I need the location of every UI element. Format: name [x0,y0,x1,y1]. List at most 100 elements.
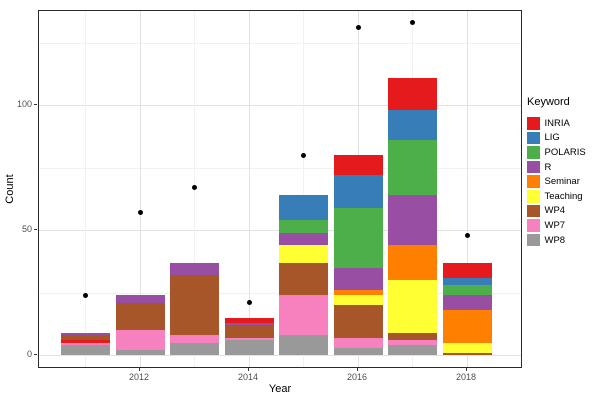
bar-2013-segment-WP4 [170,275,219,335]
data-point-2011 [83,292,88,298]
bar-2016-segment-INRIA [333,155,383,175]
bar-2018-segment-LIG [442,277,492,285]
y-axis-tick-label-50: 50 [21,224,32,234]
gridline-x-2015 [303,11,304,367]
bar-2016-segment-WP7 [333,337,383,348]
y-axis-tick-label-0: 0 [26,349,32,359]
legend-key-swatch-Teaching [527,190,540,203]
legend-item-Teaching: Teaching [527,189,599,204]
bar-2012-segment-WP7 [115,330,165,350]
legend-label-LIG: LIG [544,132,560,144]
legend-label-WP8: WP8 [544,234,566,246]
legend-item-WP7: WP7 [527,218,599,233]
bar-2018-segment-Teaching [442,342,492,353]
x-axis-tick-2016 [357,368,358,371]
x-axis-tick-label-2018: 2018 [455,372,477,382]
x-axis-tick-label-2012: 2012 [128,372,150,382]
bar-2017-segment-WP7 [388,340,437,345]
bar-2017-segment-Teaching [388,280,437,333]
legend-label-WP4: WP4 [544,205,566,217]
bar-2018-segment-WP4 [442,352,492,355]
data-point-2014 [246,300,252,305]
bar-2015-segment-WP7 [279,295,328,335]
legend-item-Seminar: Seminar [527,174,599,189]
bar-2012-segment-WP4 [115,302,165,330]
bar-2016-segment-WP4 [333,305,383,338]
bar-2015-segment-POLARIS [279,220,328,233]
legend-label-Seminar: Seminar [544,176,580,188]
bar-2017-segment-INRIA [388,77,437,110]
y-axis-tick-50 [34,229,37,230]
bar-2017-segment-POLARIS [388,140,437,195]
legend-title: Keyword [527,96,570,108]
data-point-2018 [464,232,470,238]
bar-2015-segment-WP8 [279,335,328,355]
bar-2017-segment-R [388,195,437,245]
bar-2011-segment-R [61,332,110,335]
data-point-2013 [192,185,197,190]
bar-2018-segment-R [442,295,492,310]
bar-2018-segment-POLARIS [442,285,492,295]
legend-label-INRIA: INRIA [544,117,570,129]
bar-2016-segment-LIG [333,175,383,208]
legend-label-POLARIS: POLARIS [544,146,586,158]
legend-item-POLARIS: POLARIS [527,145,599,160]
bar-2013-segment-WP7 [170,335,219,343]
bar-2014-segment-WP8 [224,340,274,355]
legend-key-swatch-POLARIS [527,146,540,159]
bar-2011-segment-WP8 [61,345,110,355]
legend-item-R: R [527,160,599,175]
gridline-x-2014 [248,11,250,367]
x-axis-tick-2018 [466,368,467,371]
bar-2012-segment-R [115,295,165,303]
y-axis-title: Count [4,174,16,204]
data-point-2015 [301,152,306,158]
data-point-2017 [410,20,415,25]
bar-2011-segment-INRIA [61,340,110,343]
gridline-x-2012 [139,11,141,367]
bar-2013-segment-R [170,262,219,275]
y-axis-tick-0 [34,354,37,355]
data-point-2016 [355,25,361,30]
gridline-x-2018 [466,11,468,367]
bar-2014-segment-WP7 [224,337,274,340]
bar-2016-segment-Teaching [333,295,383,305]
y-axis-tick-label-100: 100 [16,99,32,109]
legend-key-swatch-WP7 [527,219,540,232]
legend-items: INRIA LIG POLARIS R Seminar Teaching WP4 WP7 WP8 [527,116,599,247]
legend-item-WP8: WP8 [527,233,599,248]
bar-2013-segment-WP8 [170,342,219,355]
bar-2014-segment-WP4 [224,325,274,338]
gridline-y-major [39,355,521,356]
legend-item-LIG: LIG [527,131,599,146]
legend-item-WP4: WP4 [527,204,599,219]
legend-label-R: R [544,161,552,173]
legend-item-INRIA: INRIA [527,116,599,131]
plot-panel [38,10,522,368]
bar-2016-segment-WP8 [333,347,383,355]
bar-2014-segment-R [224,322,274,325]
gridline-x-2011 [85,11,86,367]
bar-2011-segment-WP4 [61,335,110,340]
bar-2016-segment-Seminar [333,290,383,295]
x-axis-tick-label-2014: 2014 [237,372,259,382]
legend-key-swatch-LIG [527,131,540,145]
bar-2015-segment-Teaching [279,245,328,263]
legend-key-swatch-R [527,160,540,174]
x-axis-tick-2014 [248,368,249,371]
bar-2016-segment-R [333,267,383,290]
x-axis-tick-label-2016: 2016 [346,372,368,382]
bar-2015-segment-WP4 [279,262,328,295]
bar-2017-segment-Seminar [388,245,437,280]
y-axis-tick-100 [34,104,37,105]
legend-label-WP7: WP7 [544,219,566,231]
bar-2014-segment-INRIA [224,317,274,323]
bar-2015-segment-R [279,232,328,245]
legend-label-Teaching: Teaching [544,190,583,202]
bar-2018-segment-Seminar [442,310,492,343]
bar-2017-segment-WP4 [388,332,437,340]
bar-2012-segment-WP8 [115,350,165,355]
gridline-y-major [39,105,521,106]
bar-2017-segment-WP8 [388,345,437,355]
